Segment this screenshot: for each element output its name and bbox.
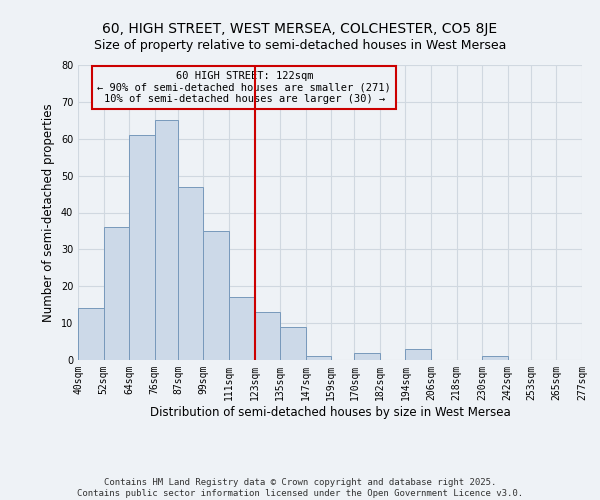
X-axis label: Distribution of semi-detached houses by size in West Mersea: Distribution of semi-detached houses by … — [149, 406, 511, 418]
Bar — [305, 356, 331, 360]
Bar — [254, 312, 280, 360]
Bar — [104, 227, 129, 360]
Text: Contains HM Land Registry data © Crown copyright and database right 2025.
Contai: Contains HM Land Registry data © Crown c… — [77, 478, 523, 498]
Bar — [482, 356, 508, 360]
Bar — [355, 352, 380, 360]
Bar — [178, 186, 203, 360]
Y-axis label: Number of semi-detached properties: Number of semi-detached properties — [42, 103, 55, 322]
Bar — [203, 231, 229, 360]
Bar — [129, 135, 155, 360]
Bar — [78, 308, 104, 360]
Bar — [155, 120, 178, 360]
Bar — [280, 327, 305, 360]
Bar — [229, 298, 254, 360]
Bar — [406, 349, 431, 360]
Text: 60 HIGH STREET: 122sqm
← 90% of semi-detached houses are smaller (271)
10% of se: 60 HIGH STREET: 122sqm ← 90% of semi-det… — [97, 71, 391, 104]
Text: Size of property relative to semi-detached houses in West Mersea: Size of property relative to semi-detach… — [94, 39, 506, 52]
Text: 60, HIGH STREET, WEST MERSEA, COLCHESTER, CO5 8JE: 60, HIGH STREET, WEST MERSEA, COLCHESTER… — [103, 22, 497, 36]
